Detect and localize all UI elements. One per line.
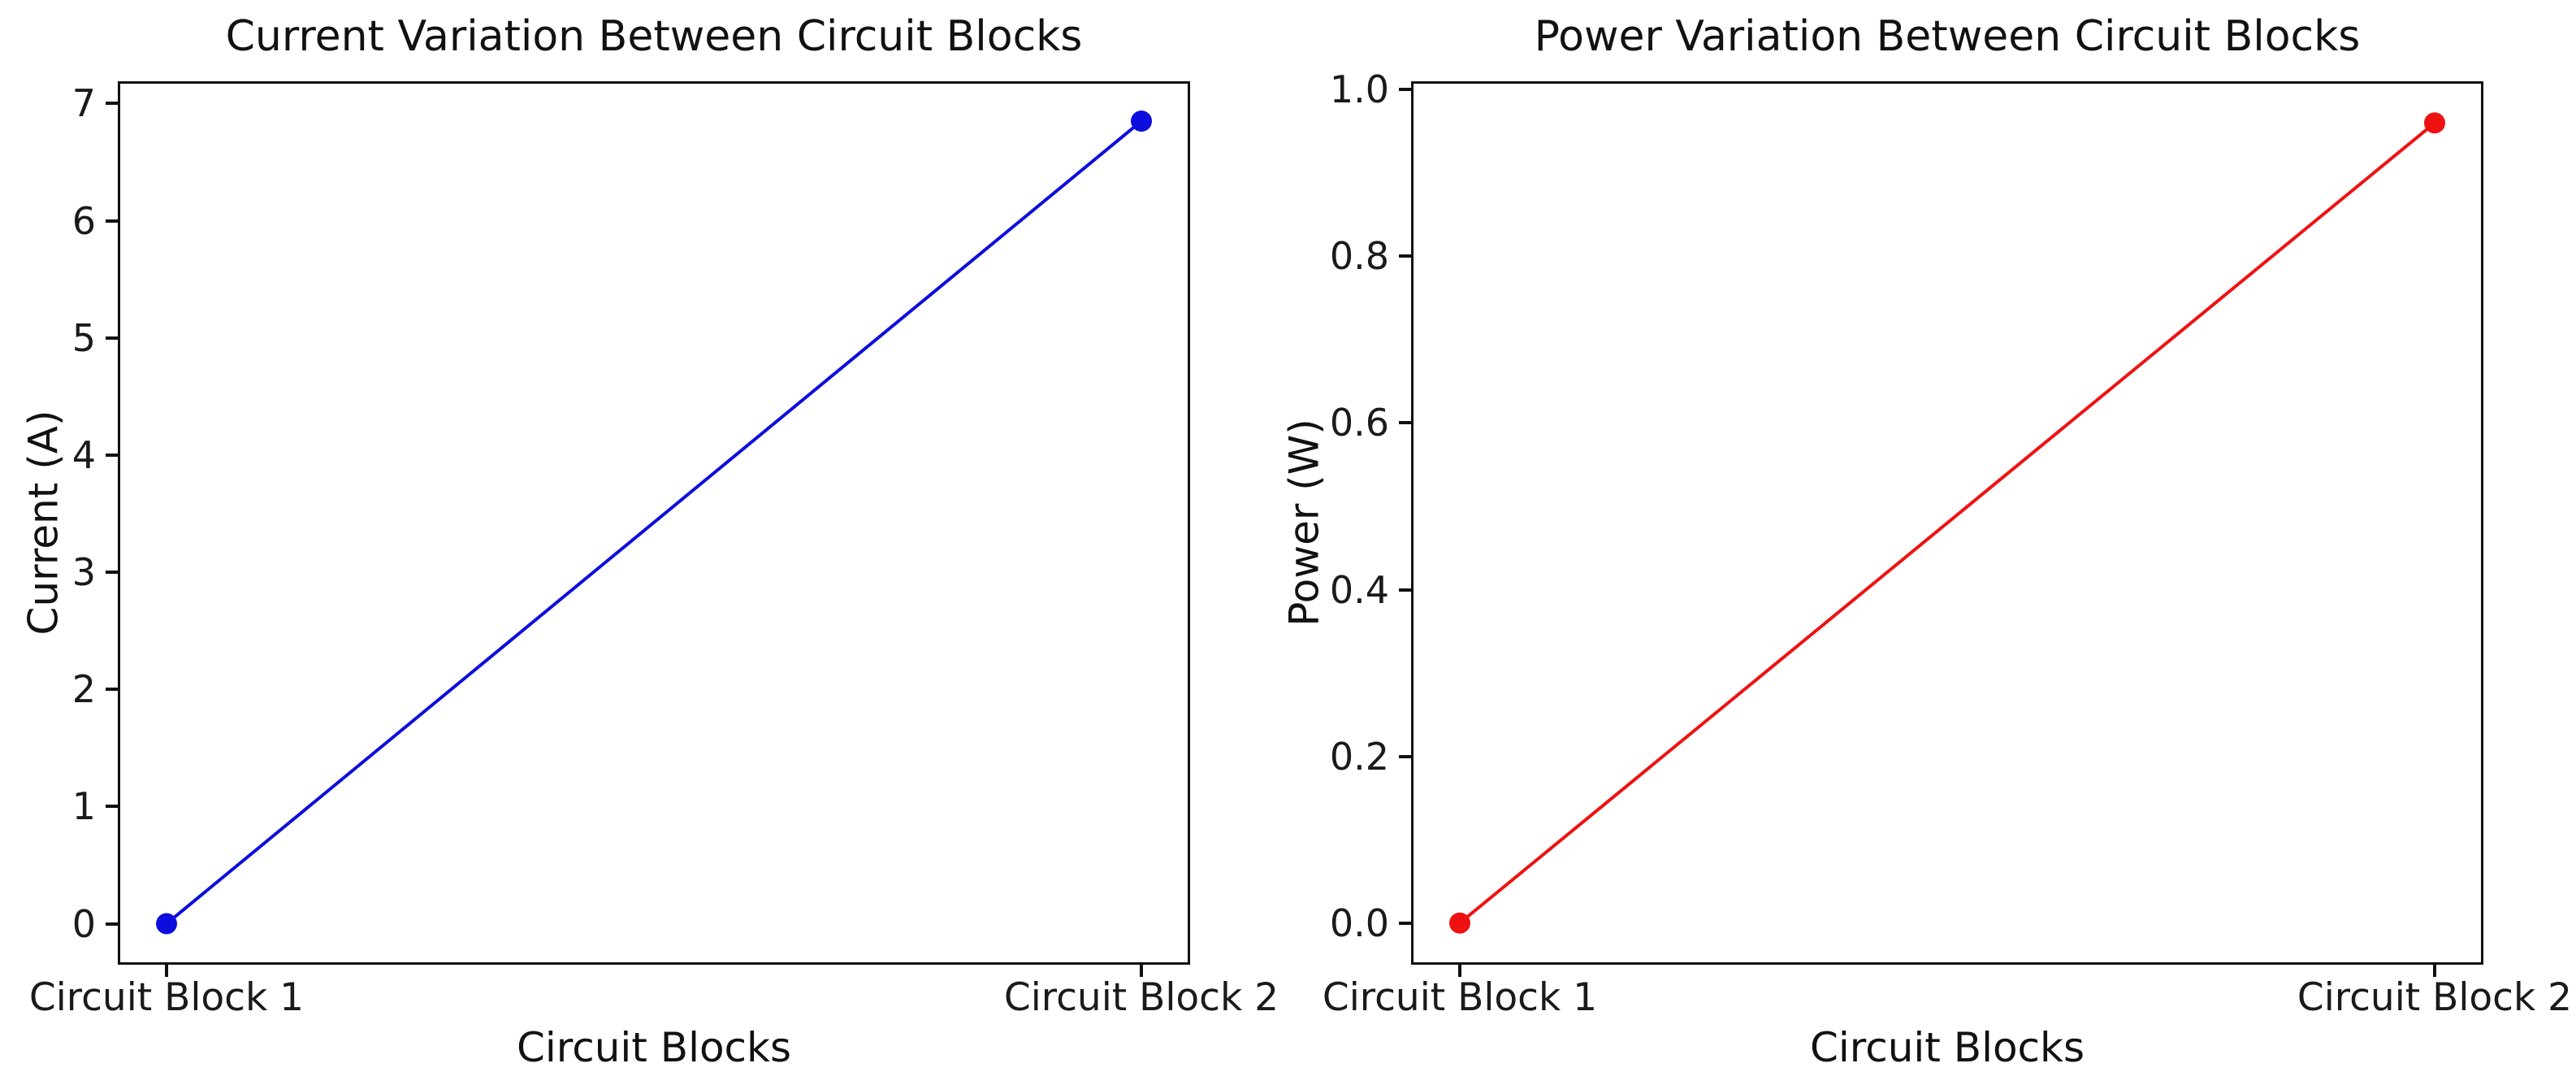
y-tick-label: 1.0 — [1329, 67, 1389, 112]
x-tick-label: Circuit Block 1 — [28, 975, 305, 1020]
current-series-svg — [156, 111, 1152, 935]
data-point-marker — [1131, 111, 1152, 132]
y-tick-label: 0.6 — [1329, 401, 1389, 445]
y-tick-mark — [106, 688, 118, 692]
y-tick-label: 0.8 — [1329, 234, 1389, 279]
y-tick-mark — [106, 219, 118, 223]
y-tick-label: 7 — [71, 81, 96, 126]
y-tick-mark — [106, 102, 118, 106]
current-x-axis-label: Circuit Blocks — [516, 1024, 792, 1071]
power-x-axis-label: Circuit Blocks — [1809, 1024, 2085, 1071]
series-line — [165, 119, 1143, 926]
current-chart-plot-area: 0 1 2 3 4 5 6 7 Circuit Block 1 Circuit Block 2 — [29, 81, 1279, 1017]
x-tick-mark — [1140, 965, 1143, 977]
power-y-axis-label: Power (W) — [1280, 419, 1328, 627]
current-chart-title: Current Variation Between Circuit Blocks — [225, 12, 1083, 61]
current-y-axis-label: Current (A) — [19, 410, 67, 636]
y-tick-mark — [106, 453, 118, 457]
y-tick-mark — [1399, 254, 1411, 258]
series-line — [1458, 121, 2436, 925]
power-chart-plot-area: 0.0 0.2 0.4 0.6 0.8 1.0 Circuit Block 1 Circuit… — [1323, 71, 2572, 1017]
x-tick-mark — [165, 965, 168, 977]
x-tick-label: Circuit Block 2 — [1003, 975, 1279, 1020]
y-tick-mark — [1399, 588, 1411, 592]
y-tick-mark — [1399, 88, 1411, 92]
data-point-marker — [2424, 112, 2445, 134]
x-tick-mark — [2433, 965, 2436, 977]
y-tick-mark — [106, 571, 118, 575]
data-point-marker — [156, 913, 177, 935]
y-tick-label: 0.2 — [1329, 734, 1389, 779]
y-tick-label: 2 — [71, 667, 96, 712]
y-tick-mark — [1399, 421, 1411, 425]
y-tick-label: 1 — [71, 784, 96, 829]
x-tick-mark — [1458, 965, 1461, 977]
x-tick-label: Circuit Block 2 — [2297, 975, 2573, 1020]
y-tick-label: 6 — [71, 198, 96, 243]
y-tick-label: 5 — [71, 315, 96, 360]
power-chart-title: Power Variation Between Circuit Blocks — [1534, 12, 2361, 61]
power-series-svg — [1449, 112, 2445, 934]
y-tick-mark — [106, 805, 118, 809]
y-tick-mark — [1399, 921, 1411, 925]
y-tick-mark — [106, 336, 118, 340]
y-tick-label: 3 — [71, 550, 96, 595]
x-tick-label: Circuit Block 1 — [1322, 975, 1598, 1020]
data-point-marker — [1449, 912, 1470, 934]
y-tick-label: 0.4 — [1329, 567, 1389, 612]
y-tick-mark — [1399, 754, 1411, 758]
y-tick-mark — [106, 922, 118, 926]
y-tick-label: 0 — [71, 901, 96, 946]
y-tick-label: 4 — [71, 432, 96, 477]
y-tick-label: 0.0 — [1329, 901, 1389, 945]
